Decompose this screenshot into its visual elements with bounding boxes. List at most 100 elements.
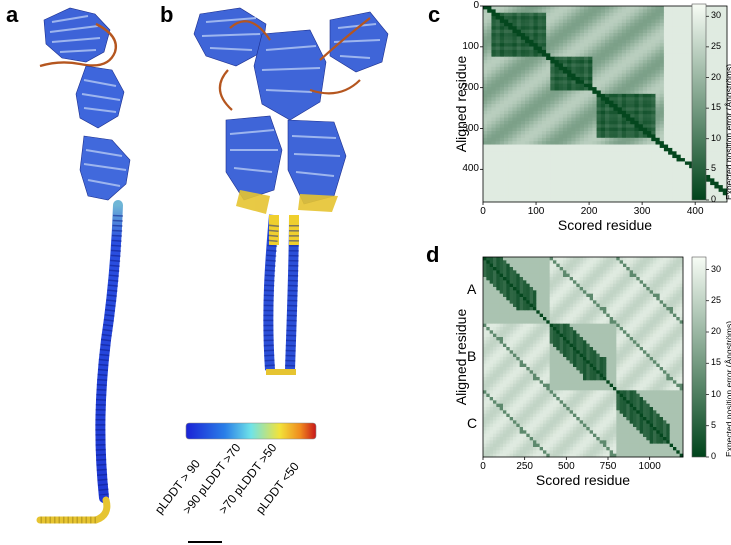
heatmap-cell bbox=[606, 327, 611, 331]
heatmap-cell bbox=[493, 317, 497, 321]
heatmap-cell bbox=[567, 107, 572, 112]
heatmap-cell bbox=[503, 300, 507, 305]
heatmap-cell bbox=[663, 277, 667, 281]
heatmap-cell bbox=[676, 83, 682, 88]
heatmap-cell bbox=[714, 63, 719, 68]
heatmap-cell bbox=[693, 191, 698, 196]
heatmap-cell bbox=[634, 93, 640, 98]
heatmap-cell bbox=[603, 323, 607, 328]
heatmap-cell bbox=[486, 320, 491, 325]
heatmap-cell bbox=[575, 56, 581, 61]
heatmap-cell bbox=[613, 107, 619, 112]
heatmap-cell bbox=[571, 114, 576, 118]
heatmap-cell bbox=[562, 124, 568, 129]
heatmap-cell bbox=[672, 107, 677, 112]
heatmap-cell bbox=[583, 90, 589, 95]
heatmap-cell bbox=[516, 124, 522, 129]
heatmap-cell bbox=[656, 273, 661, 278]
heatmap-cell bbox=[646, 260, 651, 265]
heatmap-cell bbox=[609, 60, 614, 64]
heatmap-cell bbox=[659, 87, 665, 91]
heatmap-cell bbox=[513, 330, 517, 335]
heatmap-cell bbox=[513, 257, 517, 261]
heatmap-cell bbox=[599, 273, 604, 278]
heatmap-cell bbox=[605, 104, 610, 108]
heatmap-cell bbox=[634, 117, 640, 122]
heatmap-cell bbox=[626, 191, 631, 196]
heatmap-cell bbox=[558, 73, 564, 78]
heatmap-cell bbox=[672, 124, 677, 129]
heatmap-cell bbox=[666, 320, 671, 325]
heatmap-cell bbox=[600, 124, 606, 129]
heatmap-cell bbox=[550, 198, 555, 203]
heatmap-cell bbox=[526, 273, 531, 278]
heatmap-cell bbox=[588, 70, 593, 74]
heatmap-cell bbox=[593, 317, 597, 321]
heatmap-cell bbox=[673, 333, 677, 338]
heatmap-cell bbox=[642, 19, 648, 24]
heatmap-cell bbox=[509, 330, 514, 335]
heatmap-cell bbox=[680, 185, 686, 189]
heatmap-cell bbox=[639, 287, 644, 291]
heatmap-cell bbox=[506, 327, 511, 331]
heatmap-cell bbox=[621, 70, 627, 74]
heatmap-cell bbox=[697, 134, 703, 139]
heatmap-cell bbox=[508, 73, 513, 78]
heatmap-cell bbox=[559, 293, 564, 298]
heatmap-cell bbox=[621, 181, 627, 186]
heatmap-cell bbox=[651, 12, 656, 17]
heatmap-cell bbox=[593, 257, 597, 261]
heatmap-cell bbox=[520, 154, 526, 159]
heatmap-cell bbox=[520, 158, 526, 162]
heatmap-cell bbox=[634, 114, 640, 118]
heatmap-cell bbox=[579, 73, 585, 78]
heatmap-cell bbox=[525, 171, 530, 176]
heatmap-cell bbox=[647, 117, 652, 122]
heatmap-cell bbox=[558, 120, 564, 125]
heatmap-cell bbox=[513, 300, 517, 305]
heatmap-cell bbox=[503, 273, 507, 278]
heatmap-cell bbox=[533, 270, 537, 275]
heatmap-cell bbox=[516, 310, 521, 315]
heatmap-cell bbox=[533, 90, 539, 95]
heatmap-cell bbox=[525, 181, 530, 186]
heatmap-cell bbox=[629, 330, 634, 335]
heatmap-cell bbox=[668, 188, 673, 193]
heatmap-cell bbox=[676, 195, 682, 200]
heatmap-cell bbox=[653, 310, 657, 315]
heatmap-cell bbox=[705, 198, 711, 203]
heatmap-cell bbox=[613, 260, 617, 265]
heatmap-cell bbox=[613, 49, 619, 54]
heatmap-cell bbox=[495, 147, 501, 152]
colorbar-label: Expected position error (Ångströms) bbox=[724, 63, 731, 200]
heatmap-cell bbox=[516, 293, 521, 298]
heatmap-cell bbox=[617, 9, 623, 14]
heatmap-cell bbox=[525, 120, 530, 125]
heatmap-cell bbox=[487, 154, 492, 159]
heatmap-cell bbox=[669, 337, 674, 341]
heatmap-cell bbox=[633, 320, 637, 325]
heatmap-cell bbox=[621, 39, 627, 44]
heatmap-cell bbox=[596, 144, 602, 149]
heatmap-cell bbox=[705, 83, 711, 88]
heatmap-cell bbox=[583, 327, 587, 331]
heatmap-cell bbox=[617, 178, 623, 183]
heatmap-cell bbox=[689, 33, 694, 37]
heatmap-cell bbox=[718, 33, 724, 37]
heatmap-cell bbox=[499, 337, 504, 341]
heatmap-cell bbox=[520, 174, 526, 179]
heatmap-cell bbox=[600, 195, 606, 200]
heatmap-cell bbox=[672, 181, 677, 186]
heatmap-cell bbox=[655, 100, 661, 105]
heatmap-cell bbox=[613, 141, 619, 145]
heatmap-cell bbox=[634, 144, 640, 149]
heatmap-cell bbox=[605, 158, 610, 162]
heatmap-cell bbox=[496, 313, 501, 318]
heatmap-cell bbox=[663, 161, 669, 166]
heatmap-cell bbox=[489, 303, 494, 308]
heatmap-cell bbox=[609, 26, 614, 31]
heatmap-cell bbox=[504, 70, 509, 74]
heatmap-cell bbox=[626, 320, 631, 325]
heatmap-cell bbox=[606, 280, 611, 285]
heatmap-cell bbox=[655, 137, 661, 142]
